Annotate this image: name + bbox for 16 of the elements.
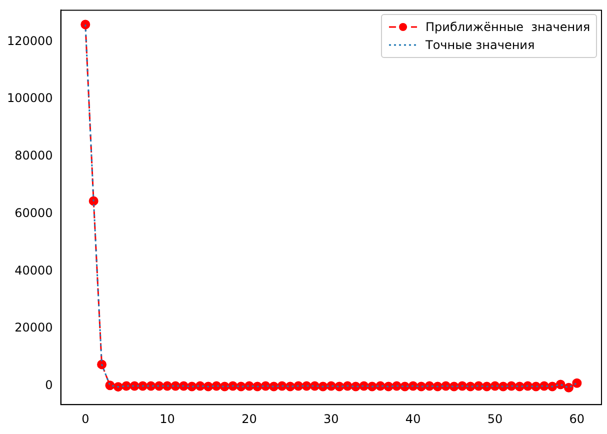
y-tick-label: 40000 — [14, 263, 53, 278]
y-tick-label: 0 — [45, 378, 53, 392]
y-tick-label: 20000 — [14, 320, 53, 335]
y-tick-label: 100000 — [6, 91, 53, 106]
x-tick-label: 30 — [324, 412, 339, 426]
legend-label: Приближённые значения — [426, 20, 590, 34]
x-tick-label: 0 — [82, 412, 90, 426]
x-tick-label: 60 — [569, 412, 585, 426]
y-tick-label: 80000 — [14, 148, 53, 163]
x-tick-label: 50 — [487, 412, 503, 426]
y-tick-label: 120000 — [6, 34, 53, 48]
y-tick-label: 60000 — [14, 206, 53, 220]
x-tick-label: 40 — [405, 412, 421, 426]
x-tick-label: 20 — [242, 412, 257, 426]
x-tick-label: 10 — [160, 412, 175, 426]
legend-label: Точные значения — [426, 38, 535, 52]
